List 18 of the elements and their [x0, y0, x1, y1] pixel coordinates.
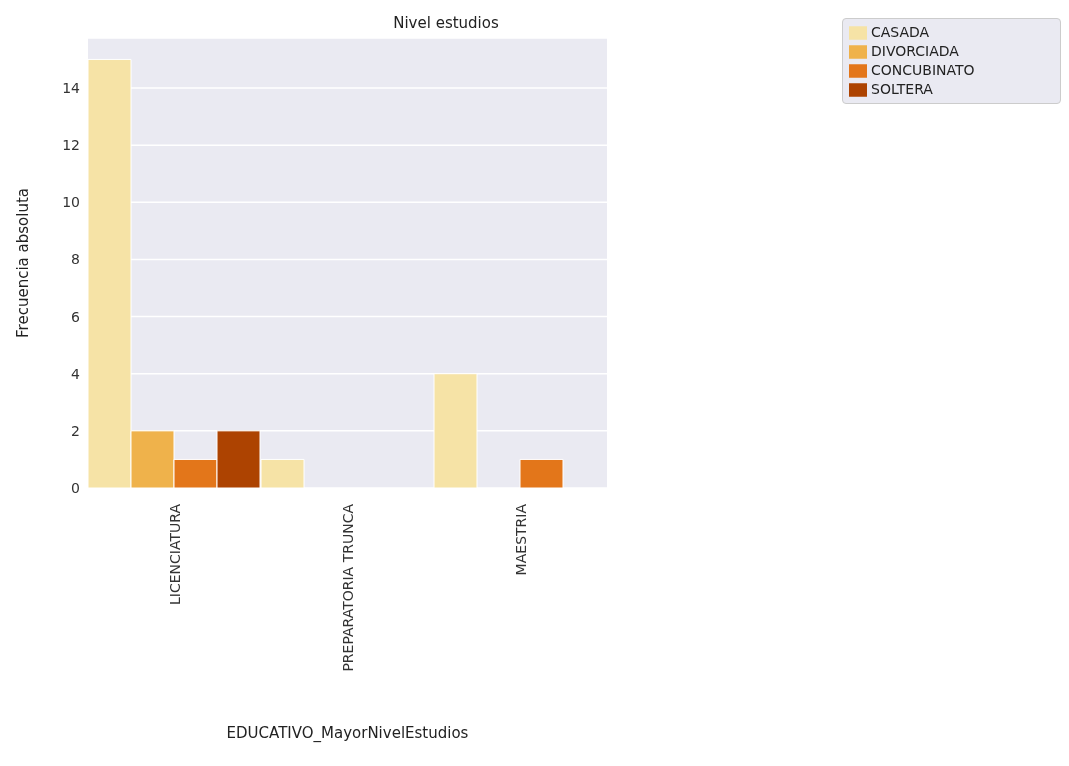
y-tick-label: 8	[71, 251, 80, 268]
x-tick-label: MAESTRIA	[512, 503, 529, 576]
x-tick-label: PREPARATORIA TRUNCA	[339, 503, 356, 672]
legend-label: CASADA	[871, 24, 930, 40]
y-axis-title: Frecuencia absoluta	[14, 188, 33, 338]
y-tick-label: 10	[62, 194, 80, 211]
x-tick-label: LICENCIATURA	[166, 503, 183, 605]
y-tick-label: 12	[62, 137, 80, 154]
legend-label: SOLTERA	[871, 81, 933, 97]
y-tick-label: 6	[71, 308, 81, 325]
y-tick-label: 0	[71, 479, 80, 496]
y-tick-label: 14	[62, 79, 81, 96]
legend-label: DIVORCIADA	[871, 43, 959, 59]
y-tick-label: 2	[71, 422, 80, 439]
y-tick-label: 4	[71, 365, 81, 382]
chart-title: Nivel estudios	[393, 14, 499, 32]
legend-label: CONCUBINATO	[871, 62, 975, 78]
x-axis-title: EDUCATIVO_MayorNivelEstudios	[226, 724, 469, 743]
